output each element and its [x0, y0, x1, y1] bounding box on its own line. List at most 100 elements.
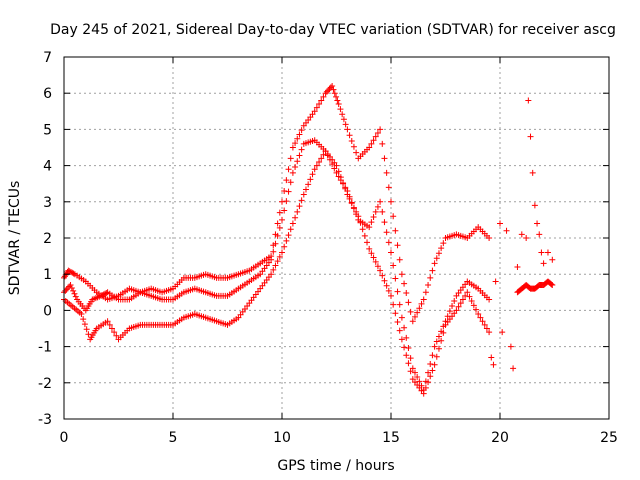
data-point — [292, 164, 299, 171]
data-point — [407, 355, 414, 362]
data-point — [100, 291, 107, 298]
data-point — [366, 224, 373, 231]
data-point — [285, 232, 292, 239]
data-point — [346, 195, 353, 202]
data-point — [98, 292, 105, 299]
data-point — [459, 296, 466, 303]
data-point — [422, 384, 429, 391]
data-point — [350, 204, 357, 211]
data-point — [486, 329, 493, 336]
data-point — [405, 360, 412, 367]
data-point — [401, 324, 408, 331]
data-point — [67, 282, 74, 289]
data-point — [340, 116, 347, 123]
data-point — [302, 186, 309, 193]
data-point — [414, 309, 421, 316]
data-point — [473, 306, 480, 313]
data-point — [388, 292, 394, 299]
data-point — [385, 239, 392, 246]
data-point — [523, 235, 530, 241]
y-tick-label: 1 — [43, 267, 52, 283]
data-point — [323, 88, 330, 95]
data-point — [527, 133, 534, 140]
data-point — [342, 185, 349, 192]
data-point — [344, 126, 351, 133]
data-point — [370, 137, 377, 144]
data-point — [435, 250, 442, 257]
data-point — [449, 303, 456, 310]
data-point — [71, 290, 78, 297]
y-tick-label: 4 — [43, 159, 52, 175]
data-point — [331, 90, 338, 97]
data-point — [355, 213, 362, 220]
data-point — [534, 220, 541, 227]
data-point — [279, 198, 285, 205]
y-tick-label: 3 — [43, 195, 52, 211]
data-point — [68, 284, 75, 291]
data-point — [396, 301, 403, 308]
data-point — [486, 296, 493, 303]
data-point — [281, 207, 288, 214]
data-point — [334, 97, 341, 104]
data-point — [292, 140, 299, 147]
data-point — [296, 152, 303, 159]
data-point — [335, 101, 342, 108]
data-point — [268, 271, 275, 278]
data-point — [346, 132, 353, 139]
data-point — [281, 243, 288, 250]
data-point — [272, 262, 279, 269]
data-point — [481, 321, 488, 328]
data-point — [422, 289, 429, 296]
data-point — [420, 390, 427, 397]
data-point — [390, 262, 397, 269]
data-point — [294, 135, 301, 142]
data-point — [483, 325, 490, 332]
data-point — [497, 220, 503, 227]
data-point — [296, 131, 303, 138]
data-point — [518, 231, 525, 238]
data-point — [320, 93, 327, 100]
data-point — [81, 321, 88, 328]
data-point — [425, 282, 432, 289]
x-tick-label: 0 — [60, 430, 69, 446]
data-point — [329, 82, 336, 89]
data-point — [83, 326, 90, 333]
data-point — [287, 226, 294, 233]
data-point — [420, 296, 427, 303]
data-point — [431, 361, 438, 368]
data-point — [549, 282, 556, 289]
data-point — [531, 202, 538, 209]
data-point — [425, 369, 432, 376]
data-point — [392, 275, 399, 282]
data-point — [433, 353, 440, 360]
data-point — [475, 311, 482, 318]
data-point — [396, 327, 403, 334]
data-point — [416, 378, 423, 385]
data-point — [348, 137, 355, 144]
data-point — [407, 308, 414, 315]
data-point — [492, 278, 499, 285]
data-point — [339, 111, 346, 118]
data-point — [427, 360, 434, 367]
data-point — [433, 255, 440, 262]
data-point — [440, 329, 447, 336]
data-point — [431, 260, 438, 267]
data-point — [78, 311, 85, 318]
data-point — [418, 300, 425, 307]
data-point — [453, 307, 460, 314]
data-point — [313, 104, 320, 111]
data-point — [342, 121, 349, 128]
data-point — [427, 373, 434, 380]
data-point — [398, 271, 405, 278]
data-point — [549, 256, 556, 263]
data-point — [80, 316, 87, 323]
data-point — [322, 90, 329, 97]
data-point — [429, 267, 436, 274]
x-tick-label: 10 — [273, 430, 291, 446]
data-point — [381, 219, 388, 226]
data-point — [272, 240, 279, 247]
data-point — [396, 256, 403, 263]
data-point — [416, 305, 423, 312]
data-point — [337, 106, 344, 113]
data-point — [429, 367, 436, 374]
